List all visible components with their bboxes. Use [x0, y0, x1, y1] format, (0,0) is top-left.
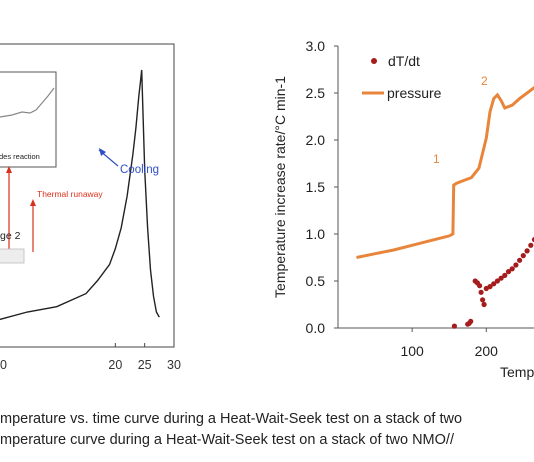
dtdt-point	[451, 323, 457, 329]
inset-curve	[0, 87, 55, 118]
dtdt-point	[528, 242, 534, 248]
right-y-tick-label: 2.5	[306, 85, 326, 101]
right-y-ticks: 0.0 0.5 1.0 1.5 2.0 2.5 3.0	[306, 38, 338, 336]
right-y-tick-label: 1.0	[306, 226, 326, 242]
dtdt-point	[509, 266, 515, 272]
thermal-runaway-arrows	[6, 166, 36, 252]
legend-dtdt-label: dT/dt	[388, 53, 420, 69]
right-x-tick-label: 200	[475, 343, 499, 359]
left-x-ticks: 20 25 30 0	[0, 343, 181, 372]
right-chart: 0.0 0.5 1.0 1.5 2.0 2.5 3.0 100 200 Temperature…	[272, 38, 534, 380]
left-x-tick-label: 25	[138, 358, 152, 372]
dtdt-point	[494, 278, 500, 284]
pressure-series-line	[356, 85, 534, 259]
annotation-1: 1	[433, 152, 440, 166]
right-x-axis-label: Tempe	[500, 364, 534, 380]
dtdt-point	[517, 257, 523, 263]
dtdt-point	[468, 318, 474, 324]
dtdt-point	[531, 237, 534, 243]
right-y-tick-label: 0.0	[306, 320, 326, 336]
right-x-tick-label: 100	[400, 343, 424, 359]
legend-dtdt-marker	[371, 58, 377, 64]
dtdt-point	[477, 283, 483, 289]
dtdt-point	[498, 275, 504, 281]
caption-line-2: mperature curve during a Heat-Wait-Seek …	[0, 432, 454, 448]
right-legend: dT/dt pressure	[362, 53, 442, 101]
left-plot-frame	[0, 43, 175, 348]
left-x-tick-label: 30	[167, 358, 181, 372]
thermal-runaway-label: Thermal runaway	[37, 189, 103, 199]
inset-label: des reaction	[0, 152, 40, 161]
caption-line-1: mperature vs. time curve during a Heat-W…	[0, 411, 463, 427]
stage-2-label: ge 2	[0, 230, 21, 242]
dtdt-point	[480, 297, 486, 303]
dtdt-point	[481, 301, 487, 308]
left-series-line	[0, 69, 160, 321]
dtdt-point	[491, 281, 497, 287]
right-y-tick-label: 0.5	[306, 273, 326, 289]
cooling-label: Cooling	[120, 164, 159, 176]
right-y-tick-label: 3.0	[306, 38, 326, 54]
cooling-arrow	[98, 148, 119, 167]
stage-2-box	[0, 248, 25, 264]
dtdt-point	[513, 262, 519, 268]
right-y-tick-label: 2.0	[306, 132, 326, 148]
right-x-ticks: 100 200	[400, 328, 498, 359]
dtdt-point	[524, 248, 530, 254]
dtdt-point	[520, 253, 526, 259]
right-y-tick-label: 1.5	[306, 179, 326, 195]
left-chart: 20 25 30 0 des reaction Cooling Thermal run…	[0, 43, 181, 372]
dtdt-point	[487, 284, 493, 290]
inset-frame	[0, 71, 57, 168]
left-x-tick-label: 20	[108, 358, 122, 372]
legend-pressure-label: pressure	[387, 85, 442, 101]
right-y-axis-label: Temperature increase rate/°C min-1	[272, 76, 288, 298]
dtdt-point	[478, 289, 484, 295]
dtdt-series-points	[451, 237, 534, 329]
left-x-tick-label-partial: 0	[0, 358, 7, 372]
inset-plot: des reaction	[0, 71, 57, 168]
dtdt-point	[502, 272, 508, 278]
annotation-2: 2	[481, 74, 488, 88]
dtdt-point	[505, 269, 512, 275]
